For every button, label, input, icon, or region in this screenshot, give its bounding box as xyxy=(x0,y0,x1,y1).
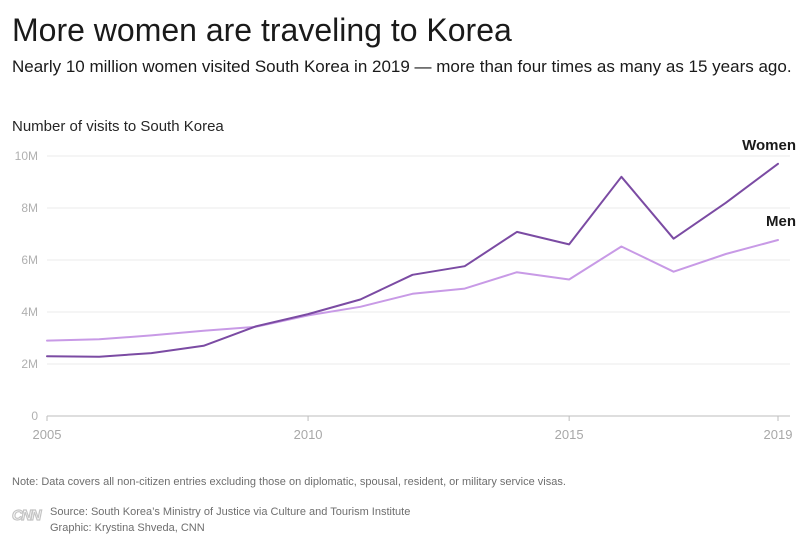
chart-subtitle: Nearly 10 million women visited South Ko… xyxy=(12,57,792,76)
series-label-men: Men xyxy=(766,213,796,230)
cnn-logo-icon: CNN xyxy=(12,506,45,524)
y-tick-label: 0 xyxy=(31,409,38,423)
source-credit: Source: South Korea’s Ministry of Justic… xyxy=(50,506,411,518)
y-tick-label: 4M xyxy=(21,305,38,319)
svg-text:CNN: CNN xyxy=(12,507,43,524)
series-labels: Women Men xyxy=(742,137,796,230)
x-tick-label: 2015 xyxy=(555,427,584,442)
y-axis-label: Number of visits to South Korea xyxy=(12,118,224,135)
series-lines xyxy=(46,162,779,358)
y-tick-label: 10M xyxy=(15,149,38,163)
y-tick-label: 6M xyxy=(21,253,38,267)
x-tick-label: 2019 xyxy=(764,427,793,442)
chart-note: Note: Data covers all non-citizen entrie… xyxy=(12,476,566,488)
y-axis-ticks: 0 2M 4M 6M 8M 10M xyxy=(15,149,39,423)
chart-footer: CNN Source: South Korea’s Ministry of Ju… xyxy=(12,504,410,536)
x-tick-label: 2005 xyxy=(33,427,62,442)
line-chart: 0 2M 4M 6M 8M 10M 2005 2010 2015 2019 Women Men xyxy=(15,137,796,442)
y-tick-label: 2M xyxy=(21,357,38,371)
chart-title: More women are traveling to Korea xyxy=(12,12,512,48)
graphic-credit: Graphic: Krystina Shveda, CNN xyxy=(50,522,205,534)
x-axis-ticks: 2005 2010 2015 2019 xyxy=(33,416,793,442)
y-tick-label: 8M xyxy=(21,201,38,215)
x-tick-label: 2010 xyxy=(294,427,323,442)
grid-lines xyxy=(47,155,790,417)
series-line-men xyxy=(46,239,779,342)
series-label-women: Women xyxy=(742,137,796,154)
series-line-women xyxy=(46,162,779,358)
